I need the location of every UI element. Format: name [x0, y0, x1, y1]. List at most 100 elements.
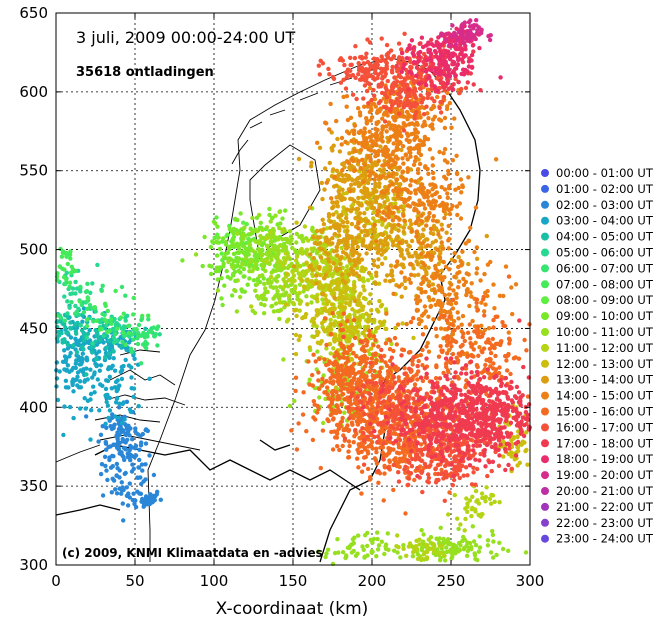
- strike-point: [323, 250, 328, 255]
- strike-point: [83, 406, 88, 411]
- strike-point: [372, 386, 377, 391]
- strike-point: [283, 290, 289, 295]
- strike-point: [119, 420, 125, 426]
- strike-point: [290, 300, 296, 306]
- strike-point: [143, 427, 149, 432]
- strike-point: [430, 126, 435, 131]
- strike-point: [455, 212, 460, 218]
- strike-point: [330, 417, 336, 422]
- strike-point: [351, 128, 357, 133]
- strike-point: [231, 231, 236, 236]
- strike-point: [428, 226, 434, 231]
- strike-point: [420, 332, 426, 337]
- strike-point: [193, 252, 199, 257]
- strike-point: [248, 259, 253, 264]
- strike-point: [469, 513, 474, 519]
- strike-point: [71, 343, 76, 348]
- strike-point: [352, 262, 358, 268]
- strike-point: [280, 237, 285, 242]
- strike-point: [268, 230, 273, 235]
- strike-point: [349, 550, 355, 555]
- strike-point: [455, 271, 460, 276]
- strike-point: [357, 356, 363, 361]
- strike-point: [374, 307, 380, 312]
- strike-point: [65, 311, 70, 316]
- strike-point: [492, 345, 497, 351]
- strike-point: [133, 429, 138, 434]
- strike-point: [335, 352, 340, 357]
- strike-point: [378, 240, 383, 246]
- strike-point: [333, 435, 338, 440]
- strike-point: [383, 100, 389, 105]
- strike-point: [397, 464, 402, 470]
- strike-point: [408, 261, 413, 267]
- strike-point: [336, 393, 341, 399]
- strike-point: [358, 419, 363, 424]
- strike-point: [103, 421, 108, 426]
- strike-point: [425, 194, 430, 200]
- strike-point: [426, 265, 431, 270]
- strike-point: [132, 501, 137, 507]
- strike-point: [360, 544, 365, 549]
- strike-point: [433, 238, 439, 244]
- strike-point: [351, 158, 356, 164]
- strike-point: [433, 326, 439, 331]
- strike-point: [81, 306, 87, 311]
- strike-point: [421, 274, 427, 280]
- strike-point: [314, 329, 320, 334]
- strike-point: [417, 198, 422, 203]
- strike-point: [493, 157, 499, 162]
- strike-point: [359, 469, 365, 474]
- strike-point: [383, 452, 388, 458]
- strike-point: [397, 451, 402, 456]
- strike-point: [450, 297, 456, 303]
- strike-point: [123, 470, 128, 476]
- strike-point: [373, 104, 378, 109]
- strike-point: [248, 226, 253, 231]
- strike-point: [81, 310, 87, 315]
- strike-point: [487, 346, 493, 351]
- strike-point: [400, 187, 405, 192]
- strike-point: [107, 457, 112, 463]
- strike-point: [352, 123, 358, 128]
- strike-point: [444, 318, 450, 323]
- strike-point: [400, 156, 405, 161]
- strike-point: [377, 184, 382, 189]
- strike-point: [347, 347, 352, 352]
- strike-point: [89, 408, 94, 413]
- strike-point: [386, 215, 391, 220]
- strike-point: [216, 240, 222, 245]
- strike-point: [127, 481, 132, 486]
- strike-point: [364, 120, 369, 125]
- strike-point: [252, 310, 258, 316]
- strike-point: [487, 371, 492, 376]
- strike-point: [70, 286, 76, 291]
- strike-point: [388, 263, 394, 268]
- strike-point: [397, 165, 402, 170]
- strike-point: [446, 238, 451, 243]
- strike-point: [318, 240, 323, 246]
- strike-point: [297, 282, 303, 287]
- strike-point: [362, 348, 367, 354]
- strike-point: [84, 414, 89, 419]
- strike-point: [280, 227, 285, 233]
- strike-point: [431, 297, 436, 302]
- strike-point: [417, 542, 422, 547]
- strike-point: [60, 338, 65, 343]
- strike-point: [78, 406, 83, 411]
- strike-point: [99, 288, 105, 293]
- strike-point: [409, 272, 414, 277]
- strike-point: [393, 201, 398, 206]
- strike-point: [213, 269, 219, 274]
- strike-point: [463, 241, 468, 246]
- strike-point: [214, 253, 220, 258]
- strike-point: [368, 364, 373, 370]
- strike-point: [254, 282, 260, 287]
- strike-point: [56, 329, 61, 335]
- strike-point: [341, 250, 346, 255]
- strike-point: [63, 359, 68, 365]
- strike-point: [310, 271, 315, 277]
- strike-point: [425, 166, 430, 172]
- strike-point: [312, 240, 318, 246]
- strike-point: [334, 403, 339, 408]
